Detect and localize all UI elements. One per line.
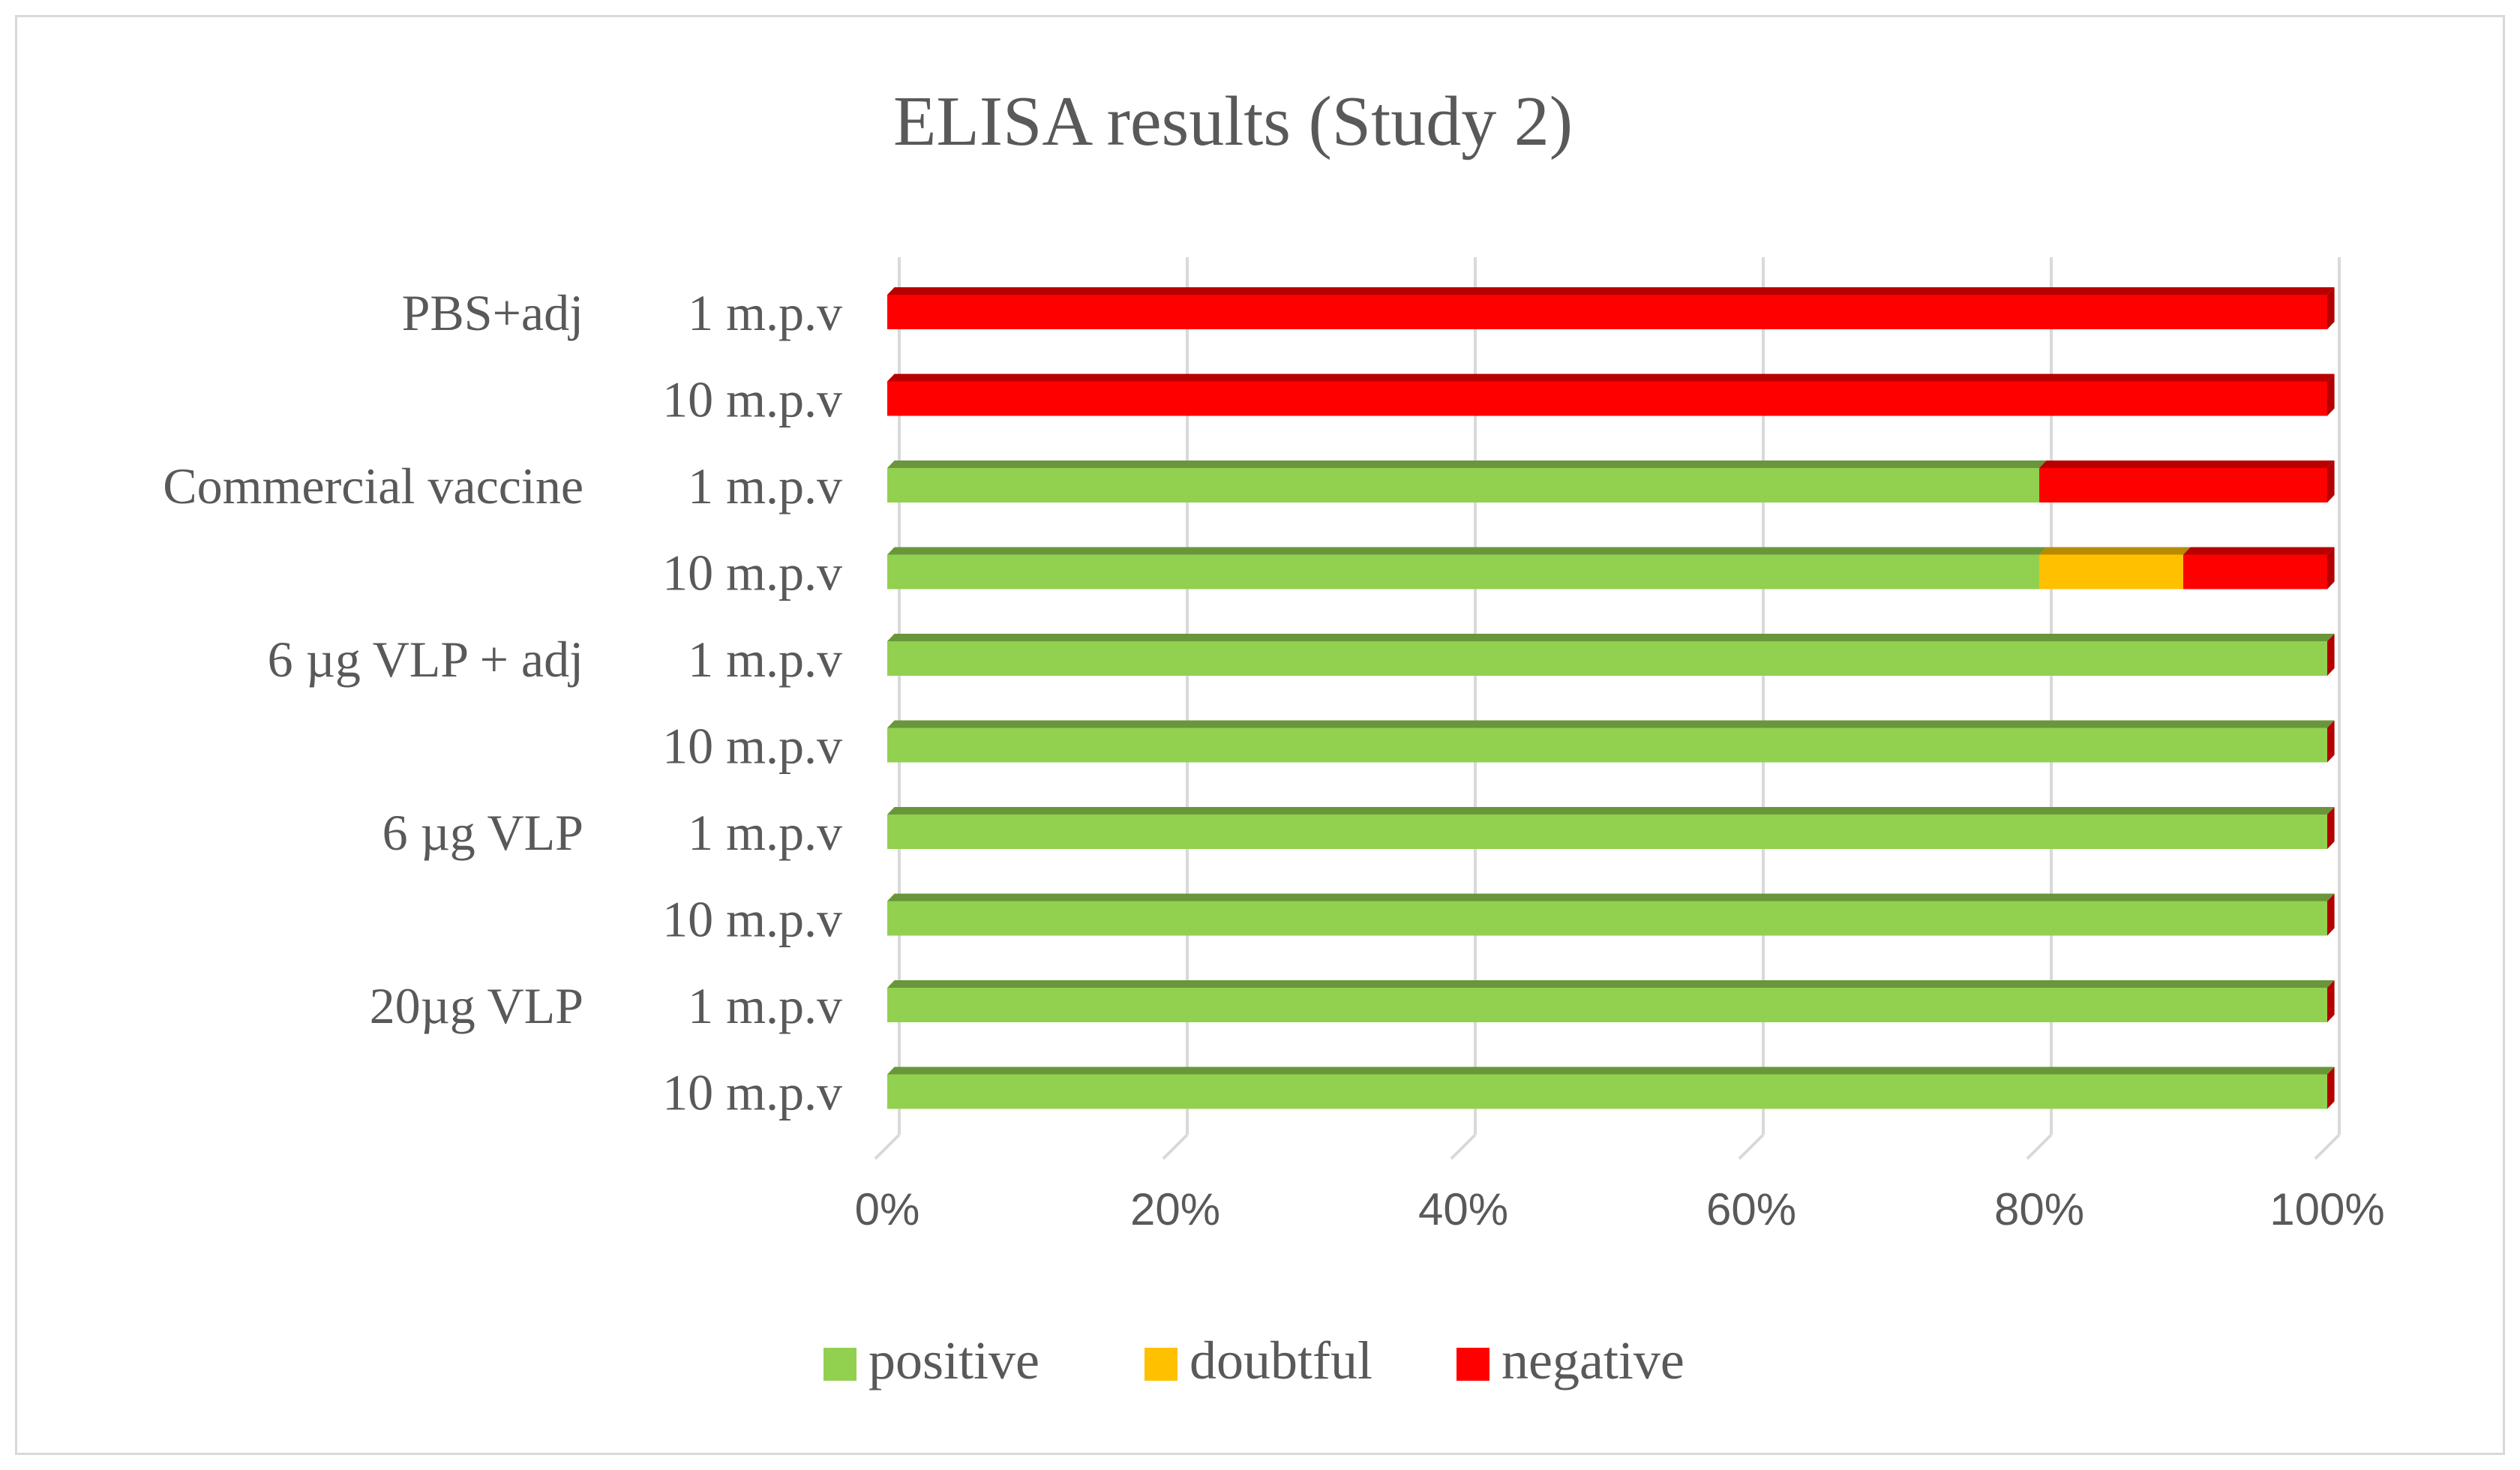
chart-title: ELISA results (Study 2)	[893, 82, 1573, 160]
gridline-floor	[2314, 1133, 2341, 1160]
bar-positive	[887, 814, 2327, 849]
legend-swatch-negative	[1456, 1348, 1490, 1381]
bar-negative	[887, 295, 2327, 329]
bar-doubtful	[2039, 554, 2183, 590]
bar-top-negative	[2183, 547, 2335, 555]
bar-top-positive	[887, 807, 2335, 814]
bar-positive	[887, 554, 2039, 590]
chart-frame: ELISA results (Study 2) 1 m.p.v 10 m.p.v 1…	[15, 15, 2505, 1455]
group-label: 6 µg VLP + adj	[268, 631, 584, 688]
bar-top-positive	[887, 547, 2047, 555]
bar-positive	[887, 988, 2327, 1022]
legend-label-negative: negative	[1502, 1330, 1684, 1390]
category-label: 1 m.p.v	[688, 284, 842, 341]
bar-top-negative	[887, 287, 2335, 295]
bar-top-positive	[887, 1066, 2335, 1075]
legend-swatch-positive	[824, 1348, 856, 1381]
bar-end-cap	[2327, 893, 2335, 936]
gridline-floor	[2026, 1133, 2053, 1160]
bar-layer	[887, 287, 2335, 1109]
bar-positive	[887, 641, 2327, 676]
bar-positive	[887, 728, 2327, 763]
legend-label-doubtful: doubtful	[1190, 1330, 1372, 1390]
group-label: 20µg VLP	[370, 977, 584, 1034]
bar-end-cap	[2327, 720, 2335, 763]
bar-end-cap	[2327, 980, 2335, 1022]
category-label: 10 m.p.v	[662, 1064, 842, 1121]
gridline-floor	[1738, 1133, 1765, 1160]
group-label: Commercial vaccine	[163, 458, 584, 514]
x-tick-label: 40%	[1418, 1184, 1508, 1234]
bar-end-cap	[2327, 634, 2335, 676]
bar-negative	[2183, 554, 2327, 590]
bar-top-positive	[887, 634, 2335, 641]
gridline-floor	[874, 1133, 901, 1160]
bar-end-cap	[2327, 460, 2335, 502]
category-label: 10 m.p.v	[662, 718, 842, 775]
bar-positive	[887, 1074, 2327, 1109]
bar-top-positive	[887, 720, 2335, 728]
x-tick-labels: 0% 20% 40% 60% 80% 100%	[855, 1184, 2385, 1234]
category-labels: 1 m.p.v 10 m.p.v 1 m.p.v 10 m.p.v 1 m.p.v 10 …	[163, 284, 842, 1121]
x-tick-label: 20%	[1130, 1184, 1220, 1234]
gridline-floor	[1450, 1133, 1477, 1160]
group-label: PBS+adj	[402, 284, 584, 341]
bar-top-negative	[887, 374, 2335, 382]
bar-top-negative	[2039, 460, 2335, 468]
bar-end-cap	[2327, 807, 2335, 849]
bar-end-cap	[2327, 287, 2335, 329]
bar-top-positive	[887, 893, 2335, 902]
bar-end-cap	[2327, 374, 2335, 416]
category-label: 1 m.p.v	[688, 804, 842, 861]
bar-top-positive	[887, 460, 2047, 468]
x-tick-label: 100%	[2270, 1184, 2384, 1234]
category-label: 1 m.p.v	[688, 631, 842, 688]
category-label: 10 m.p.v	[662, 891, 842, 948]
gridline-floor	[1162, 1133, 1189, 1160]
bar-negative	[887, 381, 2327, 416]
bar-end-cap	[2327, 547, 2335, 590]
category-label: 10 m.p.v	[662, 544, 842, 602]
category-label: 1 m.p.v	[688, 977, 842, 1034]
legend-swatch-doubtful	[1144, 1348, 1178, 1381]
group-label: 6 µg VLP	[382, 804, 584, 861]
bar-top-positive	[887, 980, 2335, 988]
bar-positive	[887, 468, 2039, 502]
x-tick-label: 0%	[855, 1184, 920, 1234]
bar-positive	[887, 901, 2327, 936]
legend-label-positive: positive	[868, 1330, 1040, 1390]
x-tick-label: 80%	[1994, 1184, 2084, 1234]
legend: positive doubtful negative	[824, 1330, 1684, 1390]
bar-end-cap	[2327, 1066, 2335, 1109]
x-tick-label: 60%	[1706, 1184, 1796, 1234]
bar-negative	[2039, 468, 2327, 502]
bar-top-doubtful	[2039, 547, 2191, 555]
chart-svg: ELISA results (Study 2) 1 m.p.v10 m.p.v1…	[163, 82, 2385, 1390]
category-label: 10 m.p.v	[662, 371, 842, 428]
category-label: 1 m.p.v	[688, 458, 842, 514]
